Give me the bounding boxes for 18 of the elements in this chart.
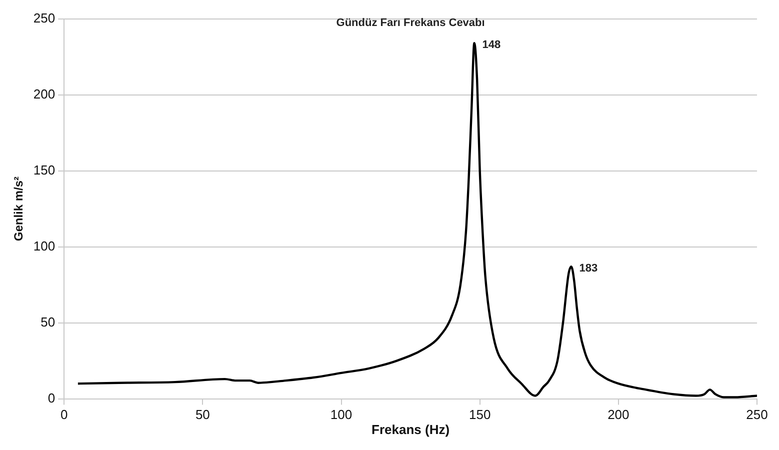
y-tick-label: 250 <box>33 10 56 26</box>
y-tick-label: 100 <box>33 238 56 254</box>
x-tick-label: 250 <box>746 407 768 422</box>
chart-title: Gündüz Farı Frekans Cevabı <box>336 16 485 29</box>
annotation: 183 <box>579 262 598 275</box>
x-tick-label: 100 <box>330 407 352 422</box>
y-tick-label: 150 <box>33 162 56 178</box>
y-axis-title: Genlik m/s² <box>12 176 26 242</box>
x-tick-label: 200 <box>608 407 630 422</box>
x-axis-title: Frekans (Hz) <box>372 422 450 437</box>
x-tick-label: 150 <box>468 407 491 422</box>
y-tick-label: 50 <box>40 314 56 330</box>
annotation: 148 <box>482 39 501 52</box>
y-tick-label: 0 <box>48 390 56 406</box>
y-tick-label: 200 <box>33 86 56 102</box>
line-series <box>76 42 757 398</box>
x-tick-label: 50 <box>195 407 210 422</box>
x-tick-label: 0 <box>60 407 68 422</box>
